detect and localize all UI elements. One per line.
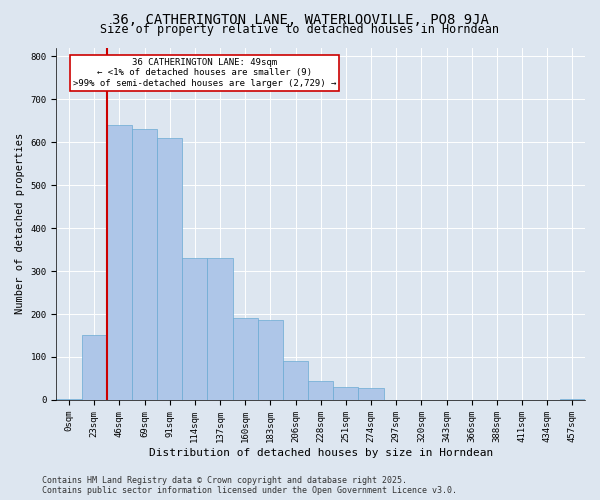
Bar	[132, 129, 157, 400]
Bar	[82, 336, 107, 400]
Bar	[283, 362, 308, 400]
Bar	[333, 387, 358, 400]
Bar	[560, 399, 585, 400]
Bar	[56, 399, 82, 400]
X-axis label: Distribution of detached houses by size in Horndean: Distribution of detached houses by size …	[149, 448, 493, 458]
Bar	[233, 318, 258, 400]
Bar	[182, 258, 208, 400]
Text: 36 CATHERINGTON LANE: 49sqm
← <1% of detached houses are smaller (9)
>99% of sem: 36 CATHERINGTON LANE: 49sqm ← <1% of det…	[73, 58, 336, 88]
Bar	[308, 382, 333, 400]
Bar	[157, 138, 182, 400]
Text: 36, CATHERINGTON LANE, WATERLOOVILLE, PO8 9JA: 36, CATHERINGTON LANE, WATERLOOVILLE, PO…	[112, 12, 488, 26]
Bar	[107, 125, 132, 400]
Text: Size of property relative to detached houses in Horndean: Size of property relative to detached ho…	[101, 22, 499, 36]
Bar	[358, 388, 383, 400]
Bar	[258, 320, 283, 400]
Y-axis label: Number of detached properties: Number of detached properties	[15, 133, 25, 314]
Bar	[208, 258, 233, 400]
Text: Contains HM Land Registry data © Crown copyright and database right 2025.
Contai: Contains HM Land Registry data © Crown c…	[42, 476, 457, 495]
